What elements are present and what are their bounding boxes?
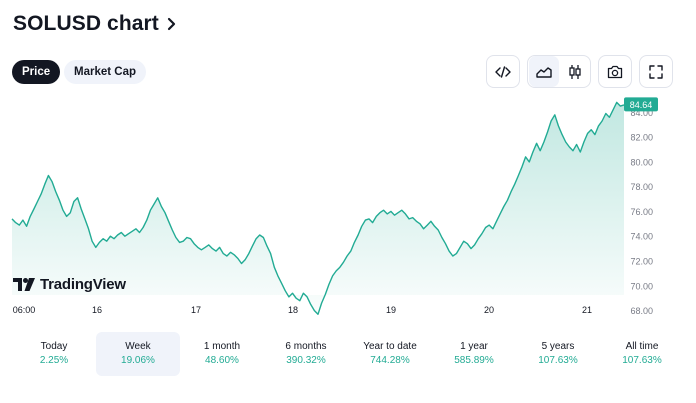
y-tick-label: 82.00 xyxy=(630,133,653,143)
tradingview-mark-icon xyxy=(13,278,35,291)
x-tick-label: 20 xyxy=(484,305,494,315)
period-label: 1 month xyxy=(203,341,241,352)
page-title[interactable]: SOLUSD chart xyxy=(13,12,177,36)
period-6-months[interactable]: 6 months 390.32% xyxy=(264,332,348,376)
y-tick-label: 76.00 xyxy=(630,207,653,217)
period-label: Today xyxy=(40,341,68,352)
period-label: 1 year xyxy=(460,341,488,352)
y-tick-label: 84.00 xyxy=(630,108,653,118)
x-tick-label: 19 xyxy=(386,305,396,315)
period-label: Week xyxy=(125,341,151,352)
period-today[interactable]: Today 2.25% xyxy=(12,332,96,376)
area-chart-button[interactable] xyxy=(528,56,559,87)
chevron-right-icon xyxy=(167,17,175,31)
tab-market-cap[interactable]: Market Cap xyxy=(64,60,146,84)
period-label: 6 months xyxy=(285,341,327,352)
x-tick-label: 06:00 xyxy=(13,305,36,315)
y-tick-label: 80.00 xyxy=(630,157,653,167)
camera-icon xyxy=(607,65,623,78)
period-value: 19.06% xyxy=(121,355,155,366)
performance-periods: Today 2.25% Week 19.06% 1 month 48.60% 6… xyxy=(12,332,684,376)
snapshot-button[interactable] xyxy=(598,55,632,88)
y-tick-label: 74.00 xyxy=(630,232,653,242)
x-tick-label: 21 xyxy=(582,305,592,315)
candlestick-button[interactable] xyxy=(560,56,590,87)
tab-price[interactable]: Price xyxy=(12,60,61,84)
period-label: 5 years xyxy=(541,341,575,352)
tradingview-logo[interactable]: TradingView xyxy=(13,276,126,293)
last-price-badge xyxy=(624,97,658,112)
y-tick-label: 68.00 xyxy=(630,306,653,316)
period-label: Year to date xyxy=(363,341,417,352)
period-1-month[interactable]: 1 month 48.60% xyxy=(180,332,264,376)
period-value: 107.63% xyxy=(622,355,662,366)
embed-button[interactable] xyxy=(486,55,520,88)
period-year-to-date[interactable]: Year to date 744.28% xyxy=(348,332,432,376)
x-tick-label: 18 xyxy=(288,305,298,315)
area-chart-icon xyxy=(535,66,552,78)
page-title-text: SOLUSD chart xyxy=(13,12,159,35)
price-area-fill xyxy=(12,102,624,315)
period-label: All time xyxy=(625,341,659,352)
fullscreen-icon xyxy=(649,64,663,79)
tradingview-text: TradingView xyxy=(40,276,126,293)
period-value: 107.63% xyxy=(538,355,578,366)
period-value: 48.60% xyxy=(205,355,239,366)
period-all-time[interactable]: All time 107.63% xyxy=(600,332,684,376)
y-tick-label: 70.00 xyxy=(630,281,653,291)
code-icon xyxy=(495,65,511,78)
x-tick-label: 17 xyxy=(191,305,201,315)
chart-type-group xyxy=(527,55,591,88)
period-week[interactable]: Week 19.06% xyxy=(96,332,180,376)
candlestick-icon xyxy=(568,64,581,79)
fullscreen-button[interactable] xyxy=(639,55,673,88)
price-chart[interactable]: 84.00 82.00 80.00 78.00 76.00 74.00 72.00 70.00… xyxy=(0,90,696,318)
y-tick-label: 78.00 xyxy=(630,182,653,192)
period-value: 744.28% xyxy=(370,355,410,366)
period-1-year[interactable]: 1 year 585.89% xyxy=(432,332,516,376)
x-tick-label: 16 xyxy=(92,305,102,315)
y-tick-label: 72.00 xyxy=(630,257,653,267)
period-5-years[interactable]: 5 years 107.63% xyxy=(516,332,600,376)
period-value: 2.25% xyxy=(39,355,69,366)
period-value: 585.89% xyxy=(454,355,494,366)
period-value: 390.32% xyxy=(286,355,326,366)
price-line xyxy=(11,101,625,315)
last-price-value: 84.64 xyxy=(630,100,653,110)
